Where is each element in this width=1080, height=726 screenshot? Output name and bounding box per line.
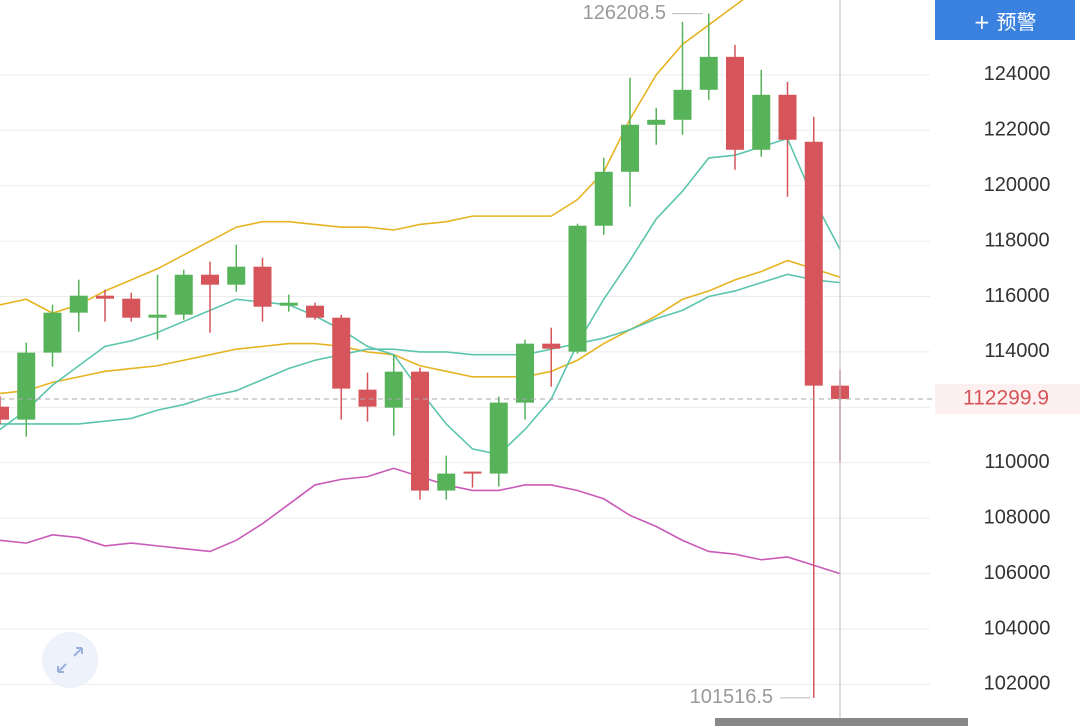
y-tick-label: 110000 — [984, 451, 1049, 473]
candle-body — [778, 94, 797, 140]
candle-body — [227, 266, 246, 285]
candle-body — [279, 302, 298, 306]
candle-body — [201, 274, 219, 285]
expand-icon[interactable] — [57, 647, 83, 673]
candle-body — [411, 371, 429, 491]
candle-body — [489, 402, 508, 474]
candle-body — [306, 305, 324, 318]
max-label: 126208.5 — [583, 2, 666, 24]
candle-body — [516, 343, 534, 403]
indicator-line — [0, 273, 841, 425]
expand-icon-bg[interactable] — [42, 632, 98, 688]
candle-body — [122, 298, 141, 318]
y-tick-label: 116000 — [984, 285, 1049, 307]
y-tick-label: 114000 — [984, 340, 1049, 362]
min-label: 101516.5 — [690, 686, 773, 708]
candle-body — [726, 56, 744, 150]
scroll-bar — [715, 718, 968, 726]
candle-body — [384, 371, 403, 408]
y-tick-label: 106000 — [984, 562, 1051, 584]
y-tick-label: 102000 — [984, 673, 1051, 695]
candle-body — [332, 317, 351, 389]
candle-body — [647, 119, 666, 125]
candle-body — [17, 352, 36, 420]
y-tick-label: 104000 — [984, 617, 1051, 639]
y-tick-label: 118000 — [984, 229, 1049, 251]
candle-body — [437, 473, 456, 491]
candle-body — [463, 471, 482, 474]
candle-body — [43, 312, 62, 353]
y-tick-label: 120000 — [984, 174, 1051, 196]
plot — [0, 0, 849, 698]
candle-body — [621, 124, 639, 172]
indicator-line — [0, 0, 744, 314]
last-price-box — [935, 384, 1080, 415]
y-tick-label: 122000 — [984, 119, 1051, 141]
candle-body — [69, 295, 88, 313]
candle-body — [174, 274, 193, 315]
candle-body — [752, 94, 771, 150]
candle-body — [253, 266, 272, 307]
y-axis: 1020001040001060001080001100001120001140… — [984, 63, 1051, 695]
candle-body — [148, 314, 167, 318]
candle-body — [542, 343, 561, 349]
candle-body — [568, 225, 587, 352]
candle-body — [804, 141, 823, 386]
candle-body — [96, 295, 114, 299]
candle-body — [673, 89, 692, 120]
candle-body — [358, 389, 377, 407]
candle-body — [594, 171, 613, 226]
alert-button[interactable]: + 预警 — [935, 0, 1075, 40]
candle-body — [0, 406, 9, 420]
candle-body — [699, 56, 718, 90]
last-price-label: 112299.9 — [963, 387, 1049, 410]
y-tick-label: 124000 — [984, 63, 1051, 85]
grid — [0, 74, 930, 685]
y-tick-label: 108000 — [984, 506, 1051, 528]
indicator-line — [0, 259, 841, 395]
